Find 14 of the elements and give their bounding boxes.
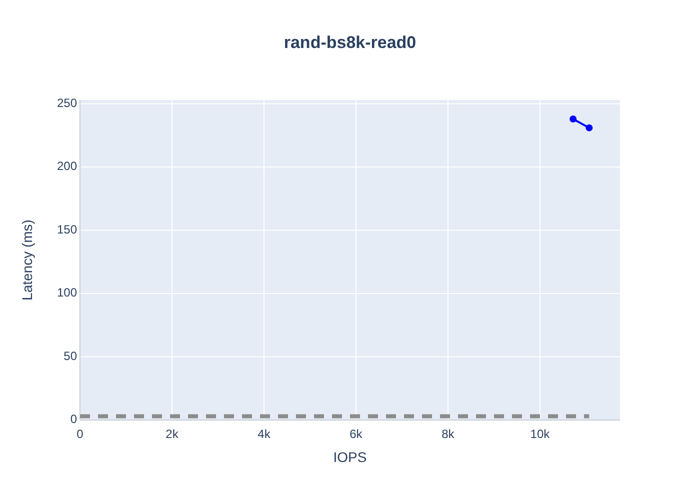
- x-tick-label: 10k: [530, 427, 551, 442]
- y-tick-label: 250: [56, 96, 78, 110]
- y-tick-label: 0: [70, 412, 78, 426]
- y-tick-label: 50: [64, 348, 78, 363]
- chart-title: rand-bs8k-read0: [284, 33, 416, 52]
- y-tick-label: 100: [56, 286, 78, 300]
- x-tick-label: 2k: [166, 427, 180, 442]
- x-axis-title: IOPS: [333, 448, 367, 465]
- x-tick-label: 8k: [442, 427, 456, 442]
- y-tick-label: 150: [56, 222, 78, 236]
- y-axis-title: Latency (ms): [18, 220, 35, 300]
- y-tick-label: 200: [56, 159, 78, 174]
- x-tick-label: 6k: [350, 427, 364, 442]
- x-tick-label: 4k: [258, 427, 272, 442]
